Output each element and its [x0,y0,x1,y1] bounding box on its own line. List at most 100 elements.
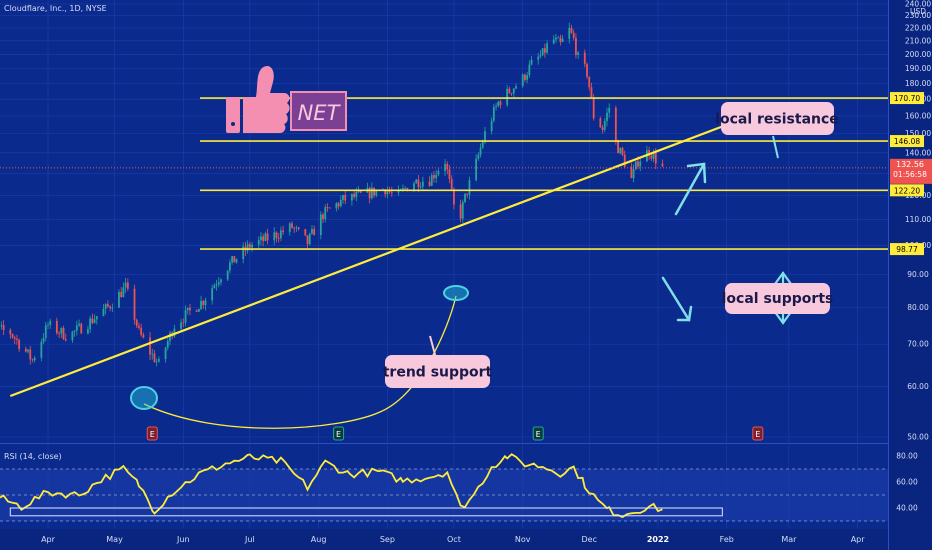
candle-body [344,194,347,201]
candle-body [350,193,353,201]
rsi-tick-label: 60.00 [896,478,918,487]
price-tick-label: 190.00 [905,64,931,73]
candle-body [47,324,49,326]
candle-body [319,214,322,236]
price-tick-label: 160.00 [905,111,931,120]
candle-body [297,227,300,230]
time-tick-label: Aug [311,535,327,544]
candle-body [328,207,331,209]
candle-body [464,193,466,202]
candle-body [623,154,626,167]
trendline[interactable] [9,125,723,398]
candle-body [91,318,94,323]
candle-body [599,118,602,128]
candle-body [124,282,127,288]
rsi-title[interactable]: RSI (14, close) [4,452,62,461]
candle-body [324,207,327,220]
candle-body [95,316,98,320]
candle-body [211,288,214,301]
candle-body [149,337,151,355]
candle-body [246,243,249,251]
candle-body [621,147,624,155]
price-tick-label: 240.00 [905,0,931,9]
candle-body [242,246,245,260]
candle-body [590,87,593,98]
current-price-tag: 132.56 01:56:58 [890,158,932,184]
candle-body [335,203,338,209]
candle-body [368,187,371,199]
candle-body [444,163,446,171]
candle-body [404,187,407,189]
candle-body [202,300,205,306]
rsi-highlight-box [9,507,723,517]
resistance-callout[interactable]: local resistance [715,102,839,135]
candle-body [280,230,282,239]
ticker-text: NET [298,101,342,125]
candle-body [603,121,606,130]
candle-body [87,329,89,334]
candle-body [33,357,36,361]
resistance-label: local resistance [715,112,839,128]
time-tick-label: Jun [176,535,190,544]
candle-body [273,232,276,241]
candle-body [44,325,47,339]
candle-body [386,190,389,195]
earnings-marker [146,426,158,441]
candle-body [413,183,415,192]
candle-body [16,338,18,340]
candle-body [257,239,260,245]
candle-body [220,279,222,283]
candle-body [337,203,340,207]
candle-body [353,193,356,198]
candle-body [468,180,471,195]
candle-body [109,306,112,309]
candle-body [233,256,236,263]
candle-body [73,330,76,332]
candle-body [235,259,238,263]
price-tick-label: 140.00 [905,148,931,157]
candle-body [546,43,548,53]
price-tick-label: 70.00 [907,340,929,349]
candle-body [275,232,278,238]
earnings-marker [532,426,544,441]
candle-body [661,163,664,167]
candle-body [630,166,633,179]
candle-body [614,107,617,142]
candle-body [197,309,200,312]
chart-symbol-title[interactable]: Cloudflare, Inc., 1D, NYSE [4,4,107,13]
candle-body [524,74,526,80]
candle-body [282,230,285,232]
candle-body [373,187,375,196]
candle-body [295,227,298,229]
candle-body [264,233,267,241]
trend-support-label: trend support [383,365,493,381]
candle-body [450,179,453,189]
candle-body [406,187,409,192]
earnings-marker [333,426,345,441]
candle-body [390,192,393,193]
candle-body [260,236,262,240]
earnings-marker-label: E [150,430,155,439]
price-tick-label: 50.00 [907,433,929,442]
candle-body [619,147,622,154]
time-tick-label: Mar [781,535,797,544]
candle-body [142,334,145,338]
candle-body [437,170,440,175]
candle-body [126,282,129,289]
candle-body [499,101,502,105]
rsi-line [0,453,663,519]
candle-body [586,63,588,77]
candle-body [428,181,431,186]
candle-body [306,235,309,245]
level-tag-bg [890,92,924,105]
candle-body [421,181,424,187]
candle-body [648,150,651,156]
candle-body [575,37,577,55]
earnings-marker-label: E [336,430,341,439]
candle-body [60,327,63,334]
supports-callout[interactable]: local supports [722,283,834,314]
candle-body [204,300,207,306]
candle-body [182,322,185,324]
trend-support-callout[interactable]: trend support [383,355,493,388]
candle-body [58,333,60,334]
